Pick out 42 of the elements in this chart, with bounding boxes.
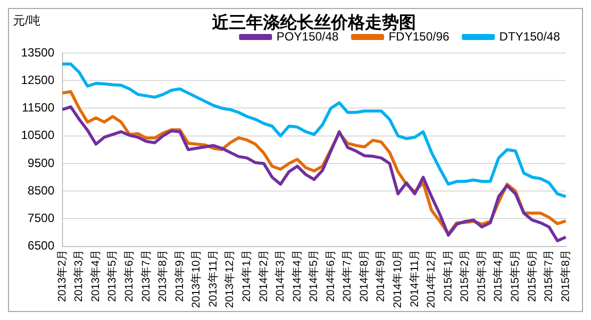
- x-tick-label: 2014年11月: [408, 249, 421, 308]
- x-tick-label: 2013年7月: [140, 249, 152, 302]
- y-axis-title: 元/吨: [13, 13, 40, 28]
- y-tick-label: 12500: [20, 72, 55, 87]
- x-tick-label: 2013年11月: [207, 249, 220, 308]
- y-tick-label: 8500: [28, 183, 55, 198]
- y-tick-label: 7500: [28, 210, 55, 225]
- x-tick-label: 2014年3月: [274, 249, 287, 302]
- chart-title: 近三年涤纶长丝价格走势图: [211, 13, 416, 32]
- x-tick-label: 2014年12月: [426, 249, 438, 308]
- legend-label: DTY150/48: [499, 29, 560, 44]
- x-tick-label: 2015年6月: [526, 249, 538, 302]
- x-tick-label: 2015年3月: [476, 249, 488, 302]
- x-tick-label: 2014年10月: [392, 249, 404, 308]
- y-tick-label: 13500: [20, 45, 55, 60]
- x-tick-label: 2015年2月: [459, 249, 472, 302]
- x-tick-label: 2013年6月: [124, 249, 136, 302]
- x-tick-label: 2014年8月: [358, 249, 370, 302]
- x-tick-label: 2014年1月: [240, 249, 253, 302]
- x-tick-label: 2015年1月: [442, 249, 454, 302]
- x-tick-label: 2013年2月: [56, 249, 68, 302]
- x-tick-label: 2013年12月: [224, 249, 236, 308]
- x-tick-label: 2013年4月: [90, 249, 102, 302]
- x-tick-label: 2013年9月: [174, 249, 186, 302]
- x-tick-label: 2015年5月: [509, 249, 522, 302]
- x-tick-label: 2014年9月: [375, 249, 388, 302]
- x-tick-label: 2013年5月: [106, 249, 119, 302]
- y-tick-label: 10500: [20, 128, 55, 142]
- x-tick-label: 2015年7月: [543, 249, 556, 302]
- x-tick-label: 2014年4月: [291, 249, 304, 302]
- x-tick-label: 2014年2月: [258, 249, 270, 302]
- y-tick-label: 6500: [28, 238, 55, 253]
- x-tick-label: 2014年7月: [342, 249, 354, 302]
- x-tick-label: 2014年6月: [324, 249, 337, 302]
- x-tick-label: 2013年8月: [157, 249, 170, 302]
- y-tick-label: 11500: [22, 100, 55, 115]
- x-tick-label: 2015年8月: [560, 249, 572, 302]
- x-tick-label: 2013年10月: [190, 249, 203, 308]
- x-tick-label: 2015年4月: [492, 249, 505, 302]
- x-tick-label: 2014年5月: [308, 249, 320, 302]
- x-tick-label: 2013年3月: [73, 249, 86, 302]
- y-tick-label: 9500: [28, 156, 55, 170]
